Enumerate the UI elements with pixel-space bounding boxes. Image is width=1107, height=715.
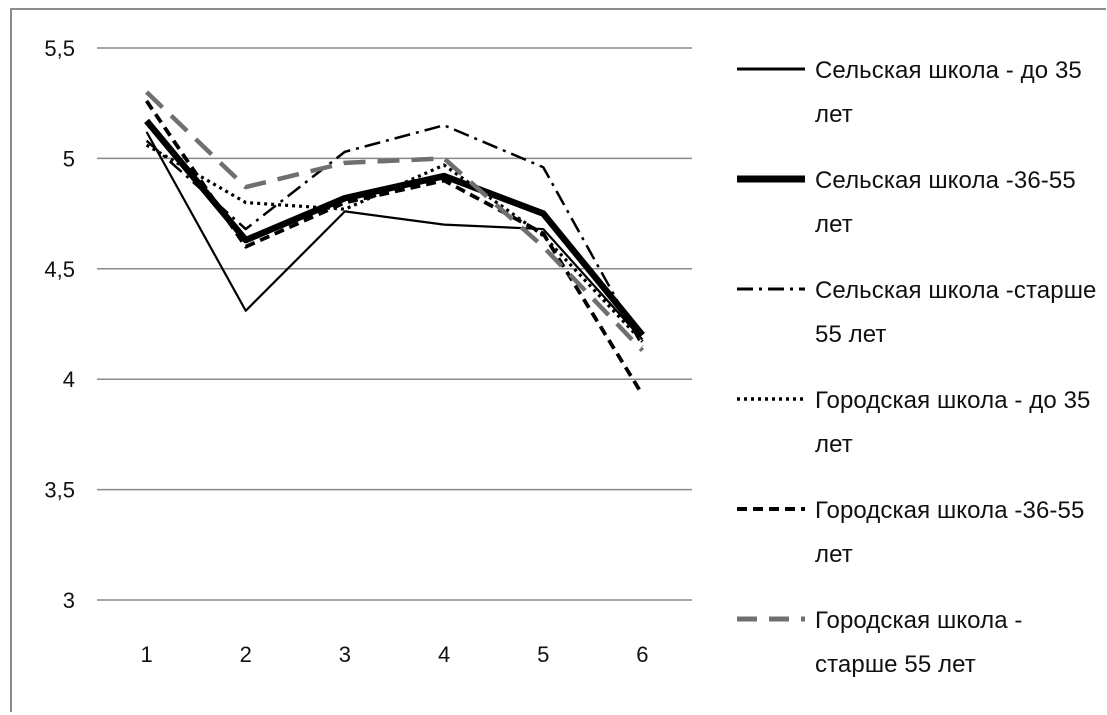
series-line-5 xyxy=(145,90,645,353)
legend-swatch-2 xyxy=(737,287,805,291)
legend-label: Городская школа - старше 55 лет xyxy=(815,607,1023,678)
x-tick-label: 6 xyxy=(636,642,648,667)
legend-swatch-0 xyxy=(737,67,805,71)
legend-item: Сельская школа - до 35 лет xyxy=(735,55,1105,165)
legend-label: Сельская школа -36-55 лет xyxy=(815,167,1076,238)
legend-item: Городская школа - старше 55 лет xyxy=(735,605,1105,715)
series-line-2 xyxy=(145,124,644,347)
legend-swatch-5 xyxy=(737,616,805,622)
series-line-3 xyxy=(145,143,644,343)
legend-label: Сельская школа -старше 55 лет xyxy=(815,277,1097,348)
legend-item: Городская школа - до 35 лет xyxy=(735,385,1105,495)
legend-label: Городская школа -36-55 лет xyxy=(815,497,1085,568)
y-tick-label: 4 xyxy=(63,367,75,392)
y-tick-label: 4,5 xyxy=(44,257,75,282)
y-tick-label: 5 xyxy=(63,146,75,171)
series-line-4 xyxy=(145,99,645,396)
legend-item: Сельская школа -36-55 лет xyxy=(735,165,1105,275)
x-tick-labels: 1 2 3 4 5 6 xyxy=(140,642,648,667)
y-tick-label: 3,5 xyxy=(44,478,75,503)
x-tick-label: 3 xyxy=(339,642,351,667)
x-tick-label: 5 xyxy=(537,642,549,667)
x-tick-label: 2 xyxy=(240,642,252,667)
legend-swatch-3 xyxy=(737,397,805,401)
x-tick-label: 4 xyxy=(438,642,450,667)
y-tick-label: 5,5 xyxy=(44,36,75,61)
series-line-1 xyxy=(144,118,645,338)
legend-item: Городская школа -36-55 лет xyxy=(735,495,1105,605)
series-line-0 xyxy=(145,131,644,341)
y-tick-label: 3 xyxy=(63,588,75,613)
legend: Сельская школа - до 35 лет Сельская школ… xyxy=(735,55,1105,715)
legend-item: Сельская школа -старше 55 лет xyxy=(735,275,1105,385)
y-tick-labels: 3 3,5 4 4,5 5 5,5 xyxy=(44,36,75,613)
legend-label: Городская школа - до 35 лет xyxy=(815,387,1091,458)
legend-swatch-4 xyxy=(737,507,805,511)
legend-swatch-1 xyxy=(737,175,805,183)
x-tick-label: 1 xyxy=(140,642,152,667)
legend-label: Сельская школа - до 35 лет xyxy=(815,57,1082,128)
series-lines xyxy=(144,90,645,396)
chart-frame xyxy=(10,8,1106,712)
